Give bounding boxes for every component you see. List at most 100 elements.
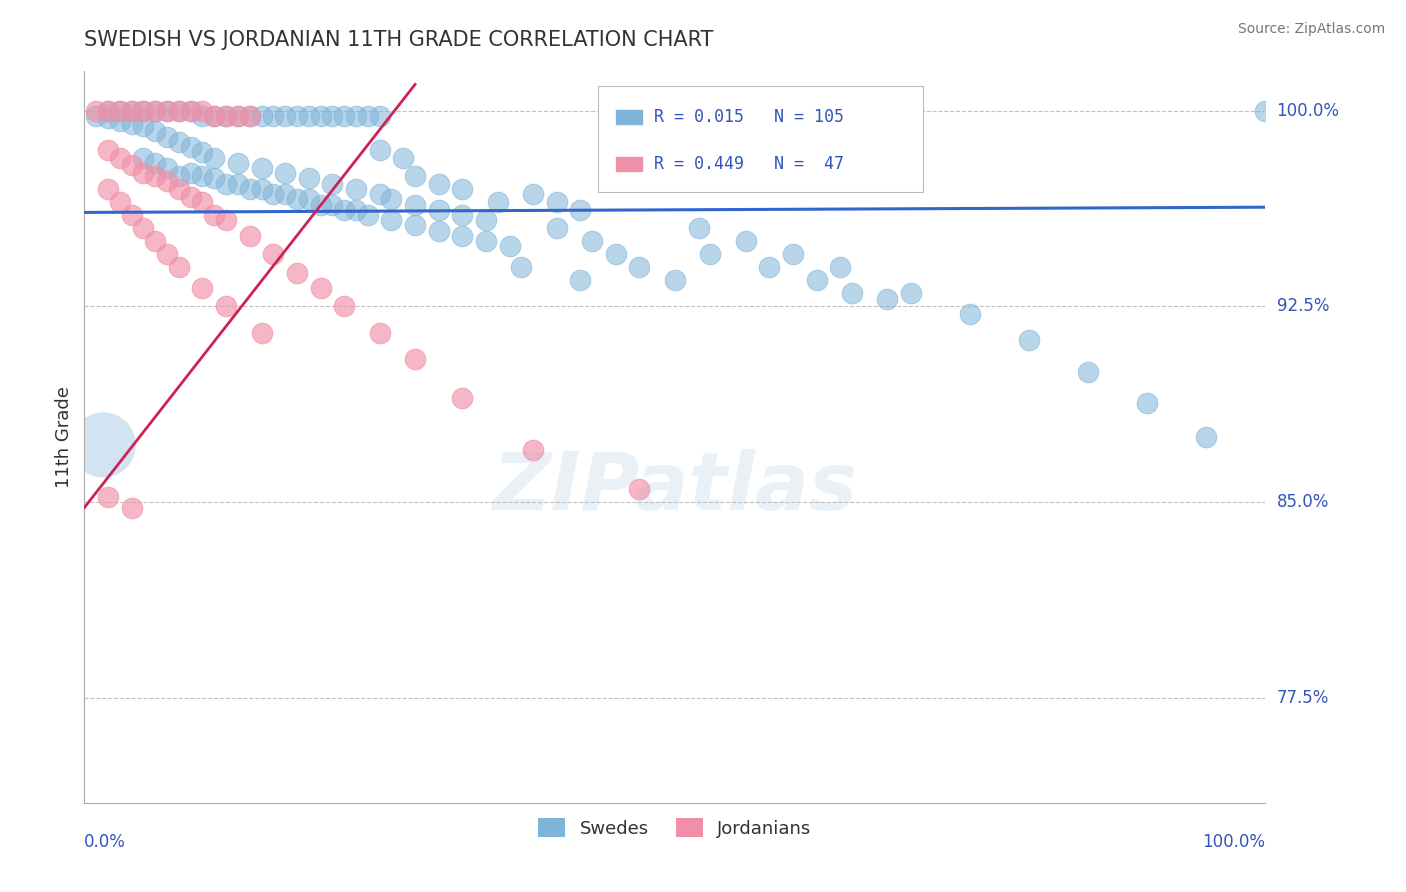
Point	[97, 103, 120, 118]
Point	[344, 109, 367, 123]
Point	[132, 119, 155, 133]
Point	[121, 500, 143, 515]
Point	[569, 273, 592, 287]
Point	[368, 326, 391, 340]
Point	[132, 103, 155, 118]
Point	[180, 166, 202, 180]
Point	[143, 169, 166, 183]
Point	[202, 171, 225, 186]
Text: 85.0%: 85.0%	[1277, 493, 1329, 511]
Point	[321, 109, 343, 123]
FancyBboxPatch shape	[614, 156, 643, 172]
Text: 77.5%: 77.5%	[1277, 690, 1329, 707]
Point	[475, 213, 498, 227]
Point	[97, 143, 120, 157]
Point	[132, 221, 155, 235]
Point	[522, 443, 544, 458]
Point	[121, 158, 143, 172]
Point	[404, 197, 426, 211]
Point	[156, 103, 179, 118]
Point	[321, 197, 343, 211]
Point	[333, 300, 356, 314]
Point	[274, 187, 297, 202]
Point	[262, 247, 284, 261]
Point	[900, 286, 922, 301]
Point	[215, 109, 238, 123]
Point	[215, 177, 238, 191]
Point	[156, 161, 179, 175]
Point	[427, 224, 450, 238]
Point	[262, 109, 284, 123]
Point	[180, 103, 202, 118]
FancyBboxPatch shape	[614, 109, 643, 126]
Text: 100.0%: 100.0%	[1202, 833, 1265, 851]
Point	[250, 109, 273, 123]
Point	[581, 234, 603, 248]
Point	[628, 260, 651, 275]
Point	[498, 239, 520, 253]
Point	[121, 103, 143, 118]
Point	[239, 229, 262, 244]
Point	[298, 171, 321, 186]
Point	[357, 109, 380, 123]
Point	[239, 182, 262, 196]
Text: R = 0.015   N = 105: R = 0.015 N = 105	[654, 108, 844, 127]
Point	[250, 182, 273, 196]
Point	[782, 247, 804, 261]
Point	[298, 109, 321, 123]
Point	[108, 194, 131, 209]
Point	[167, 103, 190, 118]
Point	[108, 114, 131, 128]
Point	[380, 193, 402, 207]
Point	[451, 182, 474, 196]
Point	[250, 161, 273, 175]
Point	[510, 260, 533, 275]
Point	[239, 109, 262, 123]
Point	[143, 103, 166, 118]
Point	[333, 109, 356, 123]
Point	[191, 169, 214, 183]
Point	[143, 103, 166, 118]
Text: 92.5%: 92.5%	[1277, 297, 1329, 316]
Point	[321, 177, 343, 191]
Point	[1195, 430, 1218, 444]
Point	[1254, 103, 1277, 118]
Point	[191, 109, 214, 123]
Point	[344, 182, 367, 196]
Point	[309, 281, 332, 295]
Point	[156, 174, 179, 188]
Point	[427, 202, 450, 217]
Point	[876, 292, 898, 306]
Point	[628, 483, 651, 497]
Point	[191, 281, 214, 295]
Point	[1018, 334, 1040, 348]
Point	[167, 182, 190, 196]
Point	[167, 169, 190, 183]
Legend: Swedes, Jordanians: Swedes, Jordanians	[531, 811, 818, 845]
Point	[84, 103, 107, 118]
Text: 100.0%: 100.0%	[1277, 102, 1340, 120]
Point	[226, 109, 249, 123]
Point	[202, 109, 225, 123]
Point	[97, 182, 120, 196]
Point	[605, 247, 627, 261]
Point	[167, 260, 190, 275]
Point	[91, 438, 114, 452]
Point	[226, 155, 249, 169]
Point	[569, 202, 592, 217]
Point	[132, 151, 155, 165]
Point	[806, 273, 828, 287]
Point	[202, 151, 225, 165]
Point	[841, 286, 863, 301]
Point	[84, 109, 107, 123]
Point	[191, 103, 214, 118]
Point	[250, 326, 273, 340]
Text: ZIPatlas: ZIPatlas	[492, 450, 858, 527]
Point	[285, 109, 308, 123]
Point	[143, 155, 166, 169]
Point	[368, 187, 391, 202]
Point	[132, 103, 155, 118]
Point	[226, 177, 249, 191]
Point	[368, 109, 391, 123]
Point	[758, 260, 780, 275]
